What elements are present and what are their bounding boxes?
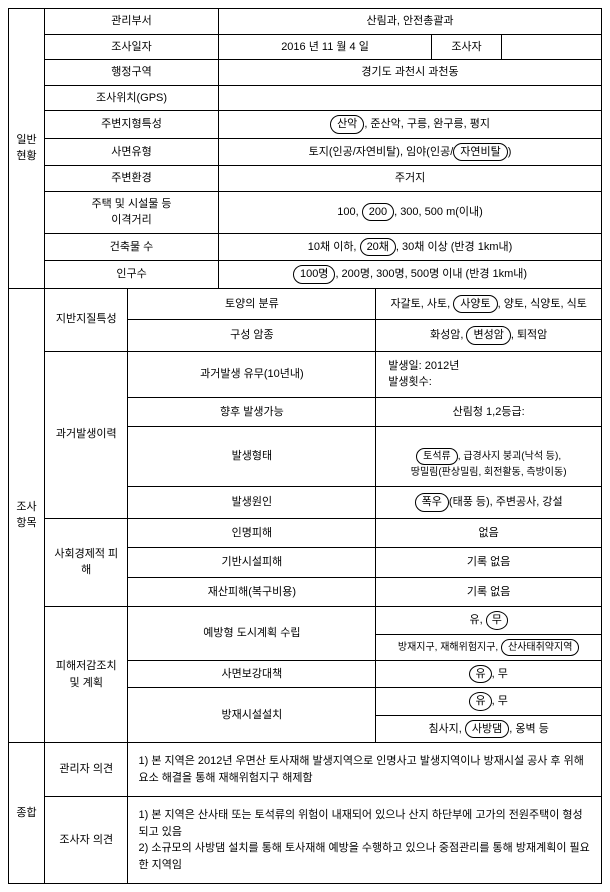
value-dept: 산림과, 안전총괄과 <box>219 9 602 35</box>
terrain-circled: 산악 <box>330 115 364 134</box>
label-dept: 관리부서 <box>45 9 219 35</box>
section-general: 일반 현황 <box>9 9 45 289</box>
value-buildings: 10채 이하, 20채, 30채 이상 (반경 1km내) <box>219 233 602 261</box>
value-gps <box>219 85 602 111</box>
facility-b-circled: 사방댐 <box>465 720 509 739</box>
value-slope: 토지(인공/자연비탈), 임야(인공/자연비탈) <box>219 138 602 166</box>
label-future: 향후 발생가능 <box>128 397 376 427</box>
label-gps: 조사위치(GPS) <box>45 85 219 111</box>
section-summary: 종합 <box>9 743 45 884</box>
label-reinforce: 사면보강대책 <box>128 660 376 688</box>
dist-circled: 200 <box>362 203 394 222</box>
label-soil: 토양의 분류 <box>128 288 376 320</box>
label-casualty: 인명피해 <box>128 518 376 548</box>
value-rock: 화성암, 변성암, 퇴적암 <box>376 320 602 352</box>
group-mitigation: 피해저감조치 및 계획 <box>45 607 128 743</box>
label-property: 재산피해(복구비용) <box>128 577 376 607</box>
facility-a-circled: 유 <box>469 692 491 711</box>
label-rock: 구성 암종 <box>128 320 376 352</box>
value-soil: 자갈토, 사토, 사양토, 양토, 식양토, 식토 <box>376 288 602 320</box>
value-past: 발생일: 2012년 발생횟수: <box>376 351 602 397</box>
label-type: 발생형태 <box>128 427 376 487</box>
value-facility-b: 침사지, 사방댐, 옹벽 등 <box>376 715 602 743</box>
value-type: 토석류, 급경사지 붕괴(낙석 등), 땅밀림(판상밀림, 회전활동, 측방이동… <box>376 427 602 487</box>
label-env: 주변환경 <box>45 166 219 192</box>
reinforce-circled: 유 <box>469 665 491 684</box>
label-manager-opinion: 관리자 의견 <box>45 743 128 797</box>
label-plan: 예방형 도시계획 수립 <box>128 607 376 661</box>
label-distance: 주택 및 시설물 등 이격거리 <box>45 191 219 233</box>
rock-circled: 변성암 <box>466 326 510 345</box>
value-region: 경기도 과천시 과천동 <box>219 60 602 86</box>
value-surveyor-opinion: 1) 본 지역은 산사태 또는 토석류의 위험이 내재되어 있으나 산지 하단부… <box>128 797 602 884</box>
label-region: 행정구역 <box>45 60 219 86</box>
value-facility-a: 유, 무 <box>376 688 602 716</box>
label-date: 조사일자 <box>45 34 219 60</box>
group-damage: 사회경제적 피해 <box>45 518 128 607</box>
value-surveyor <box>502 34 602 60</box>
soil-circled: 사양토 <box>453 295 497 314</box>
label-surveyor: 조사자 <box>432 34 502 60</box>
label-facility: 방재시설설치 <box>128 688 376 743</box>
value-manager-opinion: 1) 본 지역은 2012년 우면산 토사재해 발생지역으로 인명사고 발생지역… <box>128 743 602 797</box>
label-past: 과거발생 유무(10년내) <box>128 351 376 397</box>
value-env: 주거지 <box>219 166 602 192</box>
value-plan-b: 방재지구, 재해위험지구, 산사태취약지역 <box>376 634 602 660</box>
label-infra: 기반시설피해 <box>128 548 376 578</box>
group-history: 과거발생이력 <box>45 351 128 518</box>
value-population: 100명, 200명, 300명, 500명 이내 (반경 1km내) <box>219 261 602 289</box>
slope-circled: 자연비탈 <box>453 143 507 162</box>
label-terrain: 주변지형특성 <box>45 111 219 139</box>
label-buildings: 건축물 수 <box>45 233 219 261</box>
group-geology: 지반지질특성 <box>45 288 128 351</box>
value-property: 기록 없음 <box>376 577 602 607</box>
label-cause: 발생원인 <box>128 487 376 519</box>
cause-circled: 폭우 <box>415 493 449 512</box>
value-reinforce: 유, 무 <box>376 660 602 688</box>
label-population: 인구수 <box>45 261 219 289</box>
value-plan-a: 유, 무 <box>376 607 602 635</box>
section-survey: 조사 항목 <box>9 288 45 743</box>
pop-circled: 100명 <box>293 265 335 284</box>
value-distance: 100, 200, 300, 500 m(이내) <box>219 191 602 233</box>
document-table: 일반 현황 관리부서 산림과, 안전총괄과 조사일자 2016 년 11 월 4… <box>8 8 602 884</box>
value-date: 2016 년 11 월 4 일 <box>219 34 432 60</box>
label-slope: 사면유형 <box>45 138 219 166</box>
label-surveyor-opinion: 조사자 의견 <box>45 797 128 884</box>
plan-b-circled: 산사태취약지역 <box>501 639 579 656</box>
plan-a-circled: 무 <box>486 611 508 630</box>
value-casualty: 없음 <box>376 518 602 548</box>
value-infra: 기록 없음 <box>376 548 602 578</box>
value-cause: 폭우(태풍 등), 주변공사, 강설 <box>376 487 602 519</box>
type-circled: 토석류 <box>416 448 458 465</box>
value-future: 산림청 1,2등급: <box>376 397 602 427</box>
bldg-circled: 20채 <box>360 238 396 257</box>
value-terrain: 산악, 준산악, 구릉, 완구릉, 평지 <box>219 111 602 139</box>
